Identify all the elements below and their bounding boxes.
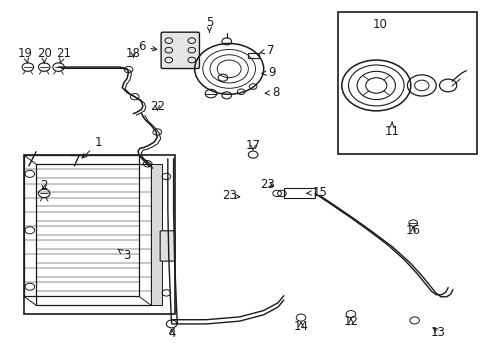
Text: 9: 9 — [261, 66, 276, 79]
Text: 3: 3 — [118, 249, 130, 262]
Text: 16: 16 — [405, 224, 420, 237]
FancyBboxPatch shape — [160, 231, 175, 261]
Bar — [151, 164, 161, 305]
Text: 5: 5 — [205, 16, 213, 32]
Text: 10: 10 — [371, 18, 386, 31]
Text: 21: 21 — [56, 47, 71, 63]
FancyBboxPatch shape — [161, 32, 199, 68]
Text: 7: 7 — [260, 44, 274, 57]
Text: 13: 13 — [430, 326, 445, 339]
Text: 2: 2 — [41, 179, 48, 192]
Text: 14: 14 — [293, 320, 308, 333]
Text: 19: 19 — [18, 47, 32, 63]
Text: 8: 8 — [264, 86, 279, 99]
Text: 17: 17 — [245, 139, 260, 152]
Text: 12: 12 — [343, 315, 358, 328]
Bar — [283, 189, 314, 198]
Text: 23: 23 — [221, 189, 239, 202]
Bar — [248, 53, 258, 58]
Text: 6: 6 — [138, 40, 157, 53]
Bar — [337, 13, 476, 154]
Text: 23: 23 — [260, 178, 274, 191]
Text: 15: 15 — [306, 186, 327, 199]
Text: 18: 18 — [125, 47, 141, 60]
Text: 4: 4 — [167, 327, 175, 340]
Text: 11: 11 — [384, 122, 399, 138]
Text: 20: 20 — [37, 47, 52, 63]
Text: 22: 22 — [149, 100, 164, 113]
Bar — [24, 155, 175, 314]
Text: 1: 1 — [82, 136, 102, 158]
